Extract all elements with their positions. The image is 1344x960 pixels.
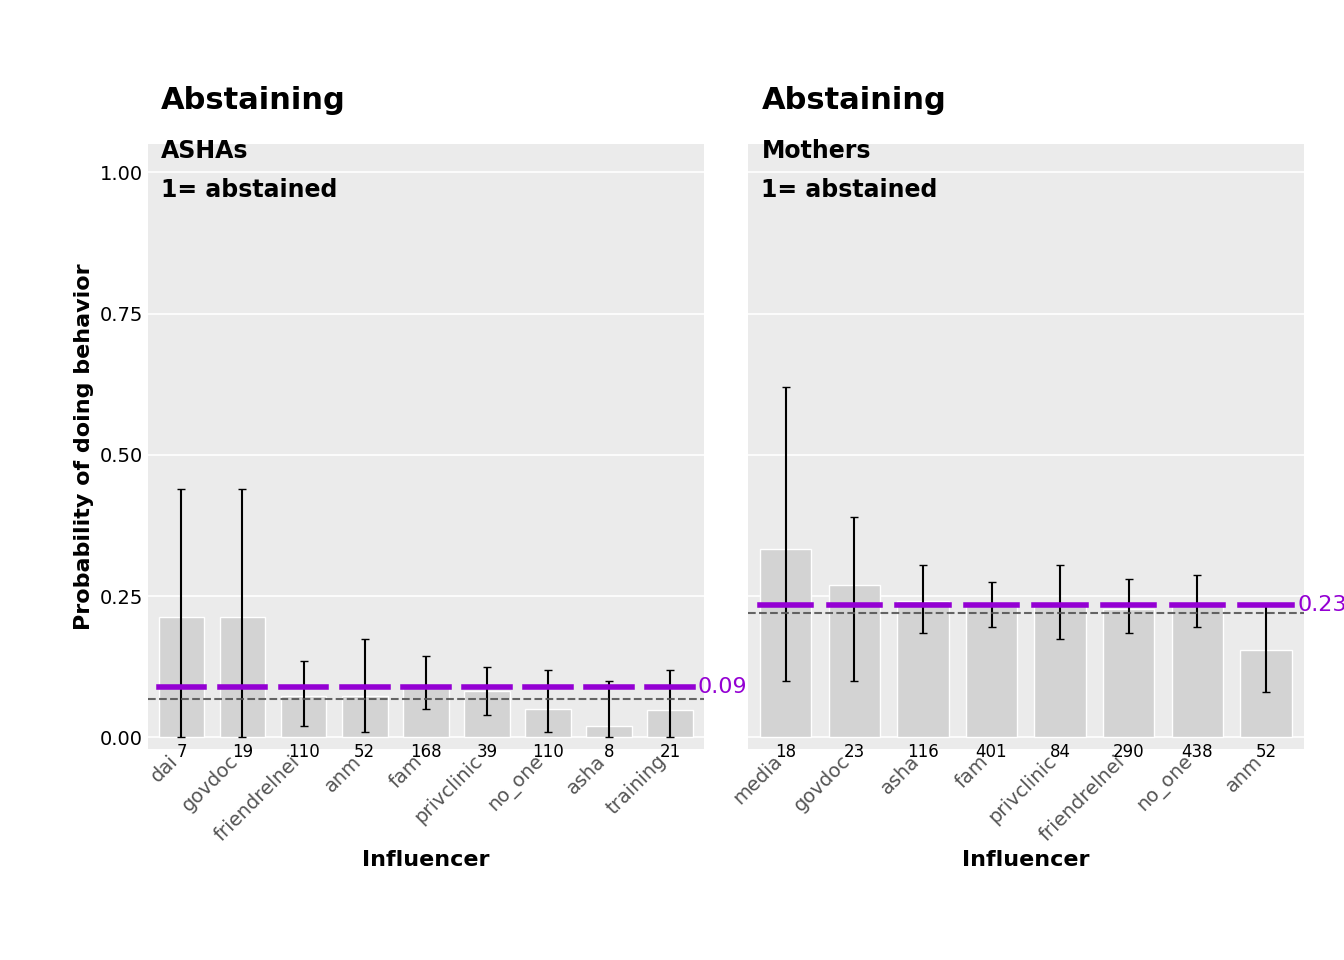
Text: 52: 52 [1255,743,1277,761]
Bar [219,616,265,737]
Bar [1172,603,1223,737]
Bar [1035,603,1086,737]
Text: 401: 401 [976,743,1008,761]
Text: Abstaining: Abstaining [762,86,946,115]
Bar [1241,651,1292,737]
Bar [403,686,449,737]
Text: 52: 52 [353,743,375,761]
Bar [159,616,204,737]
Bar [586,726,632,737]
Text: 290: 290 [1113,743,1145,761]
Bar [966,607,1017,737]
Text: 7: 7 [176,743,187,761]
Text: 110: 110 [288,743,320,761]
Text: 0.23: 0.23 [1297,594,1344,614]
Text: 168: 168 [410,743,441,761]
Bar [646,710,694,737]
Bar [829,585,880,737]
Bar [464,691,509,737]
Bar [759,549,812,737]
Text: ASHAs: ASHAs [161,139,249,163]
X-axis label: Influencer: Influencer [962,850,1090,870]
Text: 1= abstained: 1= abstained [161,178,337,202]
Y-axis label: Probability of doing behavior: Probability of doing behavior [74,263,94,630]
Text: 23: 23 [844,743,866,761]
Bar [281,696,327,737]
Bar [1103,609,1154,737]
Text: Mothers: Mothers [762,139,871,163]
Bar [526,709,571,737]
Bar [898,601,949,737]
Bar [341,696,387,737]
Text: 18: 18 [775,743,796,761]
Text: 110: 110 [532,743,563,761]
Text: Abstaining: Abstaining [161,86,345,115]
X-axis label: Influencer: Influencer [362,850,489,870]
Text: 0.09: 0.09 [698,677,747,697]
Text: 1= abstained: 1= abstained [762,178,938,202]
Text: 116: 116 [907,743,939,761]
Text: 19: 19 [233,743,253,761]
Text: 438: 438 [1181,743,1214,761]
Text: 84: 84 [1050,743,1071,761]
Text: 21: 21 [660,743,680,761]
Text: 39: 39 [476,743,497,761]
Text: 8: 8 [603,743,614,761]
